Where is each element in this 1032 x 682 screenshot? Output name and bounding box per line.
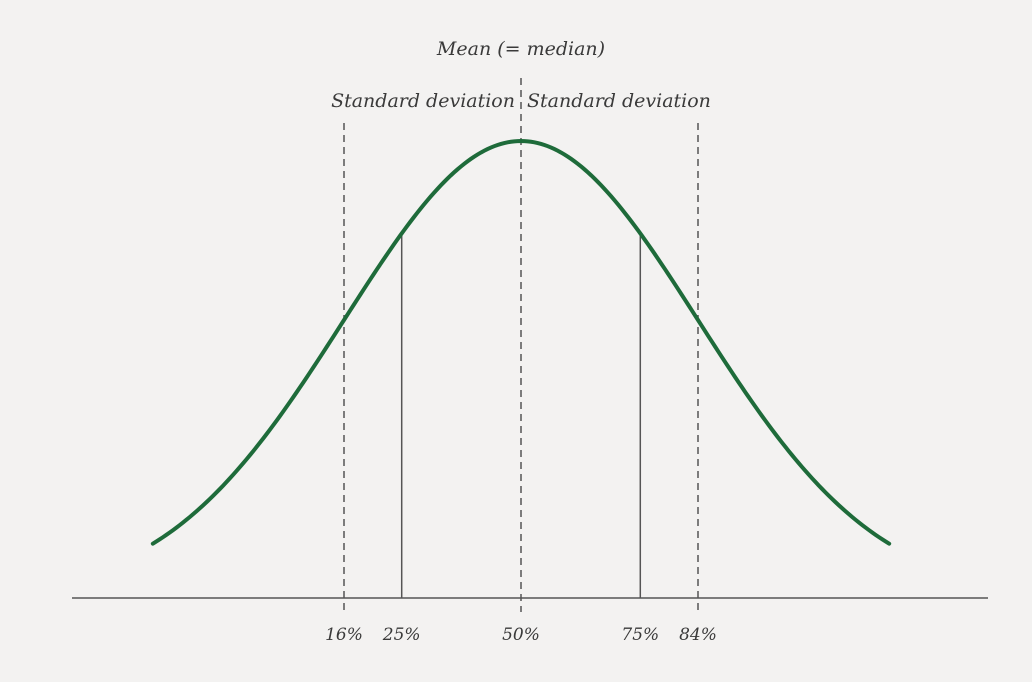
- sd-left-label: Standard deviation: [331, 90, 515, 112]
- percentile-label-16: 16%: [325, 625, 363, 645]
- percentile-label-75: 75%: [621, 625, 659, 645]
- mean-label: Mean (= median): [436, 38, 605, 60]
- sd-right-label: Standard deviation: [527, 90, 711, 112]
- guide-lines: [343, 78, 699, 612]
- percentile-labels: 16% 25% 50% 75% 84%: [325, 625, 717, 645]
- percentile-label-84: 84%: [679, 625, 717, 645]
- percentile-label-25: 25%: [382, 625, 421, 645]
- bell-curve: [150, 138, 892, 546]
- percentile-label-50: 50%: [502, 625, 540, 645]
